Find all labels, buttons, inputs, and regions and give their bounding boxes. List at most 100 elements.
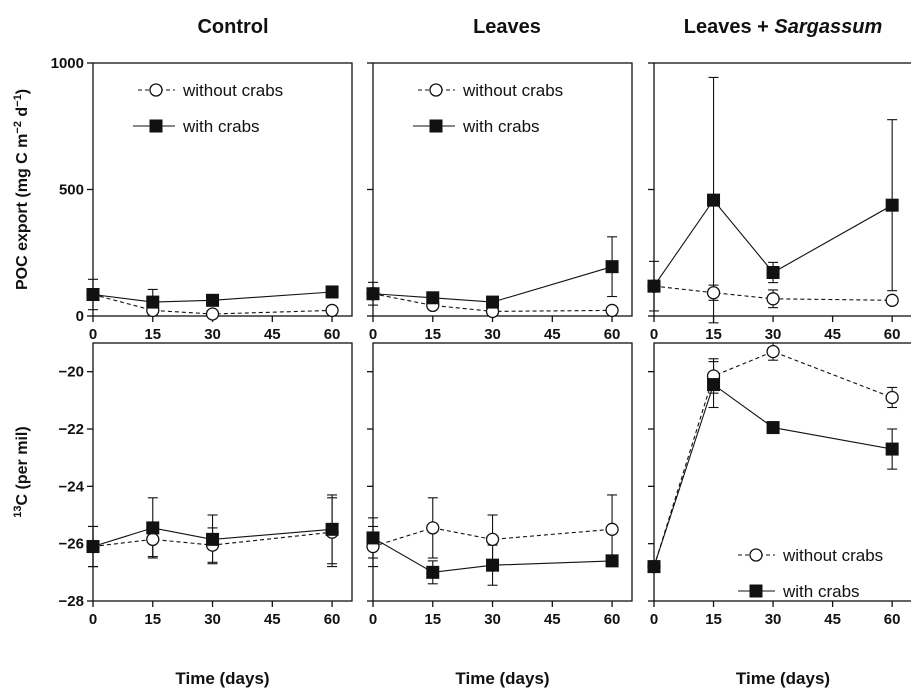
x-tick-label: 0 — [89, 326, 97, 343]
series-line — [92, 293, 333, 315]
y-tick-label: 1000 — [51, 55, 84, 72]
x-tick-label: 30 — [484, 326, 501, 343]
data-point-with-crabs — [647, 279, 661, 293]
x-tick-label: 45 — [264, 611, 281, 628]
data-point-with-crabs — [707, 193, 721, 207]
x-tick-label: 0 — [89, 611, 97, 628]
data-point-with-crabs — [206, 532, 220, 546]
column-title: Leaves — [473, 16, 541, 38]
data-point-without-crabs — [426, 521, 440, 535]
data-point-with-crabs — [325, 285, 339, 299]
panel: 0 500 1000 0 15 30 45 60 without crabs with crabs — [51, 55, 353, 343]
column-title-part: Leaves + — [684, 16, 775, 38]
x-tick-label: 0 — [369, 326, 377, 343]
x-tick-label: 60 — [884, 611, 901, 628]
x-tick-label: 30 — [484, 611, 501, 628]
series-line — [653, 285, 893, 301]
x-tick-label: 0 — [650, 611, 658, 628]
y-tick-label: −26 — [59, 536, 84, 553]
x-tick-label: 60 — [324, 611, 341, 628]
plot-frame — [92, 342, 353, 602]
data-point-with-crabs — [206, 293, 220, 307]
x-tick-label: 15 — [144, 611, 161, 628]
data-point-with-crabs — [766, 421, 780, 435]
x-tick-label: 0 — [369, 611, 377, 628]
x-tick-label: 30 — [204, 611, 221, 628]
data-point-with-crabs — [366, 287, 380, 301]
data-point-with-crabs — [486, 558, 500, 572]
y-tick-label: 500 — [59, 182, 84, 199]
data-point-without-crabs — [766, 344, 780, 359]
plot-frame — [92, 62, 353, 317]
legend-marker-square — [149, 119, 163, 133]
x-axis-label: Time (days) — [736, 669, 830, 688]
series-line — [372, 537, 613, 573]
data-point-without-crabs — [706, 286, 721, 300]
y-axis-label: 13C (per mil) — [12, 426, 31, 517]
data-point-without-crabs — [605, 303, 619, 318]
plot-frame — [372, 342, 633, 602]
legend: without crabs with crabs — [738, 546, 883, 601]
panel: 0 15 30 45 60 Time (days) — [366, 342, 633, 688]
y-tick-label: −28 — [59, 593, 84, 610]
data-point-without-crabs — [885, 390, 899, 405]
series-line — [653, 199, 893, 287]
plot-frame — [372, 62, 633, 317]
plot-frame — [653, 342, 911, 602]
legend-label: with crabs — [462, 117, 540, 136]
y-axis-label-part: C (per mil) — [14, 426, 31, 505]
y-tick-label: 0 — [76, 308, 84, 325]
panel: 0 15 30 45 60 Time (days) without crabs with cr… — [647, 342, 911, 688]
series-line — [92, 291, 333, 303]
x-tick-label: 45 — [544, 611, 561, 628]
data-point-with-crabs — [885, 442, 899, 456]
y-tick-label: −24 — [59, 478, 85, 495]
x-tick-label: 60 — [884, 326, 901, 343]
y-axis-label: POC export (mg C m−2 d−1) — [12, 89, 31, 290]
x-tick-label: 60 — [604, 326, 621, 343]
legend-marker-square — [429, 119, 443, 133]
x-tick-label: 45 — [824, 611, 841, 628]
series-line — [92, 527, 333, 548]
data-point-without-crabs — [766, 292, 780, 306]
data-point-without-crabs — [325, 303, 339, 318]
y-axis-label-part: −2 — [12, 121, 24, 134]
legend-label: with crabs — [782, 582, 860, 601]
series-line — [92, 531, 333, 548]
x-tick-label: 60 — [604, 611, 621, 628]
x-tick-label: 60 — [324, 326, 341, 343]
y-axis-label-part: d — [14, 107, 31, 121]
y-axis-label-part: 13 — [12, 505, 24, 517]
data-point-with-crabs — [605, 554, 619, 568]
data-point-with-crabs — [146, 521, 160, 535]
series-line — [372, 266, 613, 303]
column-title-part: Sargassum — [774, 16, 882, 38]
legend-marker-circle — [429, 83, 443, 97]
legend-label: without crabs — [182, 81, 283, 100]
x-tick-label: 15 — [705, 326, 722, 343]
panel: 0 15 30 45 60 without crabs with crabs — [366, 62, 633, 343]
legend-label: without crabs — [782, 546, 883, 565]
x-axis-label: Time (days) — [455, 669, 549, 688]
data-point-without-crabs — [146, 532, 160, 547]
x-tick-label: 15 — [424, 326, 441, 343]
x-tick-label: 15 — [424, 611, 441, 628]
y-axis-label-part: POC export (mg C m — [14, 134, 31, 290]
x-tick-label: 45 — [264, 326, 281, 343]
x-tick-label: 15 — [144, 326, 161, 343]
series-line — [372, 527, 613, 548]
panel: −28 −26 −24 −22 −20 0 15 30 45 60 Time (days) — [59, 342, 353, 688]
legend: without crabs with crabs — [133, 81, 283, 136]
column-title: Control — [197, 16, 268, 38]
data-point-with-crabs — [366, 531, 380, 545]
legend-marker-square — [749, 584, 763, 598]
y-tick-label: −20 — [59, 364, 84, 381]
legend-marker-circle — [749, 548, 763, 562]
x-tick-label: 45 — [824, 326, 841, 343]
data-point-with-crabs — [605, 260, 619, 274]
legend: without crabs with crabs — [413, 81, 563, 136]
y-axis-label-part: ) — [14, 89, 31, 94]
column-title: Leaves + Sargassum — [684, 16, 882, 38]
series-line — [653, 383, 893, 567]
